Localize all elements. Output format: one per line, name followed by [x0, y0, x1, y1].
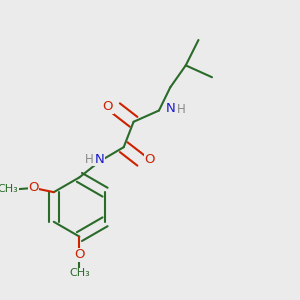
Text: N: N [95, 152, 105, 166]
Text: H: H [85, 152, 93, 166]
Text: CH₃: CH₃ [69, 268, 90, 278]
Text: O: O [28, 182, 39, 194]
Text: CH₃: CH₃ [0, 184, 18, 194]
Text: O: O [102, 100, 113, 113]
Text: N: N [165, 102, 175, 115]
Text: O: O [74, 248, 85, 261]
Text: O: O [144, 153, 155, 166]
Text: H: H [177, 103, 185, 116]
